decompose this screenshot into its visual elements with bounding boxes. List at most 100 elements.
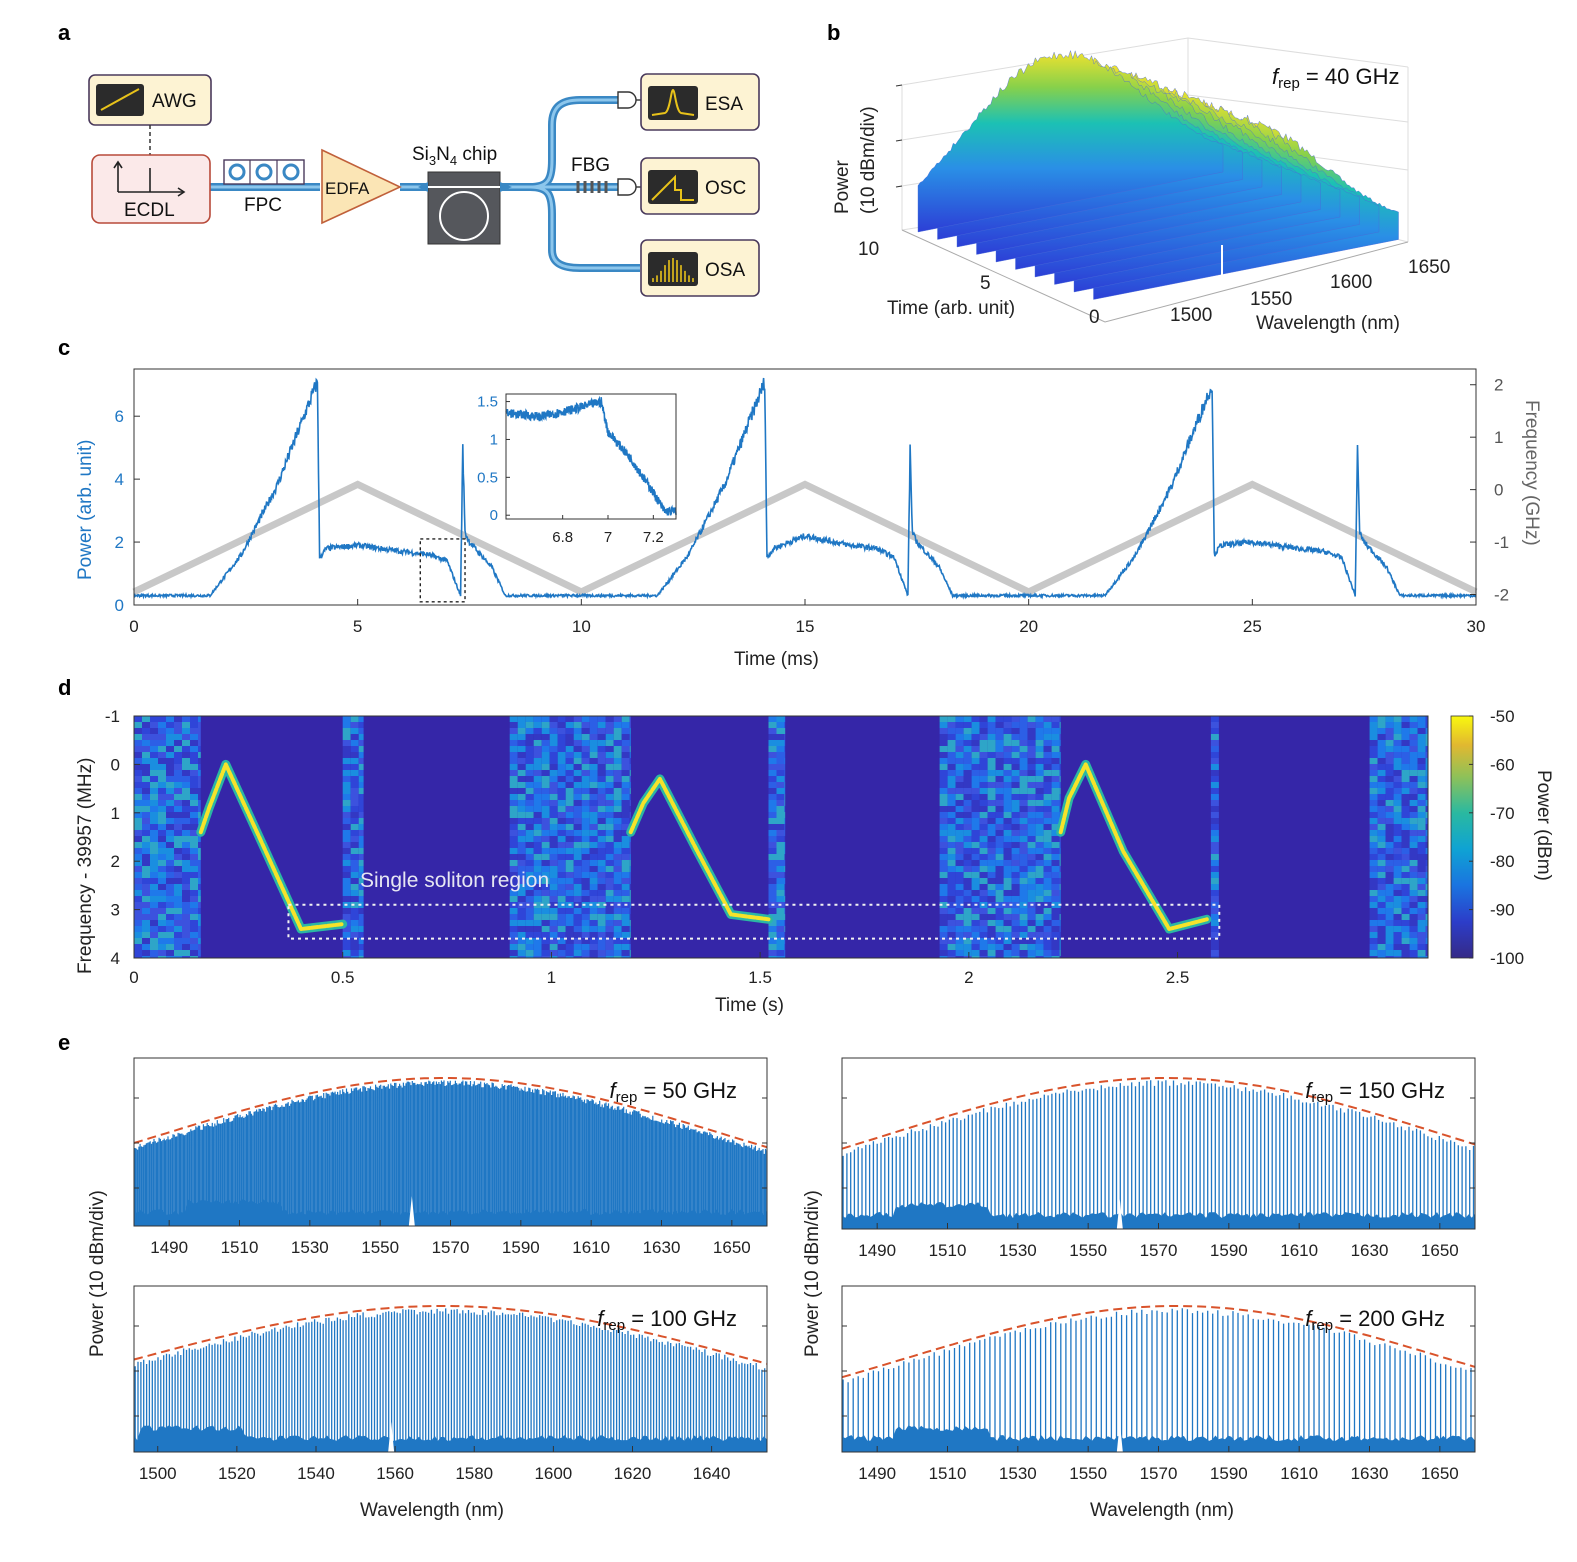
x-tick-label: 1550 bbox=[361, 1238, 399, 1257]
comb-lines bbox=[134, 1080, 768, 1218]
x-tick-label: 1590 bbox=[502, 1238, 540, 1257]
time-tick-10: 10 bbox=[858, 239, 879, 260]
x-tick-label: 1490 bbox=[858, 1464, 896, 1483]
sech2-envelope bbox=[133, 1305, 768, 1365]
beat-note-trace bbox=[628, 776, 771, 922]
comb-spectra: 1490 1510 1530 1550 1570 1590 1610 1630 1650frep… bbox=[133, 1057, 1476, 1483]
osc-label: OSC bbox=[705, 178, 746, 199]
y2-tick-label: -1 bbox=[1494, 533, 1509, 552]
y-tick-label: 4 bbox=[111, 949, 120, 968]
fbg: FBG bbox=[571, 155, 610, 193]
x-tick-label: 1550 bbox=[1069, 1241, 1107, 1260]
x-tick-label: 5 bbox=[353, 617, 362, 636]
waterfall-xlabel: Wavelength (nm) bbox=[1256, 313, 1400, 334]
panel-d-xlabel: Time (s) bbox=[715, 995, 784, 1016]
x-tick-label: 1510 bbox=[929, 1464, 967, 1483]
y-tick-label: -1 bbox=[105, 707, 120, 726]
x-tick-label: 1630 bbox=[643, 1238, 681, 1257]
frep-f: f bbox=[1305, 1306, 1314, 1331]
frep-sub: rep bbox=[616, 1089, 638, 1106]
noise-floor bbox=[134, 1425, 767, 1452]
x-tick-label: 1490 bbox=[150, 1238, 188, 1257]
esa-label: ESA bbox=[705, 94, 743, 115]
comb-lines bbox=[134, 1308, 766, 1444]
y-tick-label: 4 bbox=[115, 470, 124, 489]
x-tick-label: 1530 bbox=[291, 1238, 329, 1257]
panel-label-a: a bbox=[58, 20, 71, 45]
x-tick-label: 1590 bbox=[1210, 1241, 1248, 1260]
frep-40-label: frep = 40 GHz bbox=[1272, 64, 1399, 92]
y2-tick-label: 1 bbox=[1494, 428, 1503, 447]
inset-power-trace bbox=[505, 395, 677, 516]
single-soliton-box bbox=[287, 903, 1221, 940]
y-tick-label: 0 bbox=[115, 596, 124, 615]
y2-tick-label: -2 bbox=[1494, 586, 1509, 605]
ring-resonator-icon bbox=[228, 163, 300, 181]
osc-box: OSC bbox=[640, 157, 760, 215]
x-tick-label: 25 bbox=[1243, 617, 1262, 636]
colorbar-tick-label: -90 bbox=[1490, 901, 1515, 920]
inset-series bbox=[505, 395, 677, 516]
frep-label: frep = 50 GHz bbox=[610, 1078, 737, 1106]
time-tick-0: 0 bbox=[1089, 307, 1100, 328]
inset-ticks: 6.8 7 7.2 0 0.5 1 1.5 bbox=[477, 394, 664, 546]
colorbar-tick-label: -100 bbox=[1490, 949, 1524, 968]
wl-tick-1550: 1550 bbox=[1250, 289, 1292, 310]
frep-sub: rep bbox=[1311, 1089, 1333, 1106]
output-arrow bbox=[500, 182, 512, 192]
x-tick-label: 1500 bbox=[139, 1464, 177, 1483]
sech2-envelope bbox=[841, 1077, 1476, 1150]
x-tick-label: 2 bbox=[964, 968, 973, 987]
x-tick-label: 10 bbox=[572, 617, 591, 636]
lorentzian-icon bbox=[648, 86, 698, 120]
x-tick-label: 1590 bbox=[1210, 1464, 1248, 1483]
frep-sub: rep bbox=[603, 1317, 625, 1334]
colorbar-ticks: -50 -60 -70 -80 -90 -100 bbox=[1469, 707, 1524, 968]
inset-x-tick-label: 7 bbox=[604, 529, 612, 546]
panel-e-xlabel-left: Wavelength (nm) bbox=[360, 1500, 504, 1521]
wl-tick-1600: 1600 bbox=[1330, 272, 1372, 293]
x-tick-label: 1570 bbox=[1140, 1241, 1178, 1260]
frep-value: = 200 GHz bbox=[1333, 1306, 1445, 1331]
frequency-trace bbox=[132, 480, 1478, 596]
zoom-region-box bbox=[419, 538, 466, 603]
x-tick-label: 1490 bbox=[858, 1241, 896, 1260]
frep-value: = 50 GHz bbox=[637, 1078, 737, 1103]
inset-y-tick-label: 0 bbox=[490, 507, 498, 524]
panel-label-d: d bbox=[58, 675, 71, 700]
frep-value: = 100 GHz bbox=[625, 1306, 737, 1331]
panel-label-e: e bbox=[58, 1030, 70, 1055]
x-tick-label: 1650 bbox=[713, 1238, 751, 1257]
waterfall-zlabel-2: (10 dBm/div) bbox=[858, 106, 879, 214]
panel-c-ylabel: Power (arb. unit) bbox=[75, 440, 96, 580]
frep-label: frep = 150 GHz bbox=[1305, 1078, 1445, 1106]
x-tick-label: 1610 bbox=[1280, 1464, 1318, 1483]
inset-y-tick-label: 1 bbox=[490, 431, 498, 448]
x-tick-label: 1650 bbox=[1421, 1464, 1459, 1483]
single-soliton-label: Single soliton region bbox=[360, 869, 549, 892]
y-tick-label: 3 bbox=[111, 901, 120, 920]
noise-floor bbox=[842, 1425, 1475, 1452]
x-tick-label: 1560 bbox=[376, 1464, 414, 1483]
frep-value: = 150 GHz bbox=[1333, 1078, 1445, 1103]
ecdl-label: ECDL bbox=[124, 200, 175, 221]
photodetector-icon bbox=[617, 91, 637, 196]
x-tick-label: 1550 bbox=[1069, 1464, 1107, 1483]
sech2-envelope bbox=[133, 1077, 768, 1149]
inset-x-tick-label: 6.8 bbox=[552, 529, 573, 546]
frep-label: frep = 200 GHz bbox=[1305, 1306, 1445, 1334]
noise-floor bbox=[842, 1202, 1475, 1229]
pump-notch bbox=[388, 1422, 395, 1452]
panel-d-ylabel: Frequency - 39957 (MHz) bbox=[75, 758, 96, 974]
panel-d-plot: Single soliton region 0 0.5 1 1.5 2 2.5 -1 0 1 2 3… bbox=[75, 707, 1554, 1016]
panel-c-series bbox=[132, 377, 1478, 600]
x-tick-label: 1570 bbox=[432, 1238, 470, 1257]
x-tick-label: 1640 bbox=[693, 1464, 731, 1483]
waterfall-spectra bbox=[917, 49, 1399, 300]
panel-e-ylabel-right: Power (10 dBm/div) bbox=[802, 1190, 823, 1357]
x-tick-label: 1610 bbox=[1280, 1241, 1318, 1260]
y-tick-label: 2 bbox=[115, 533, 124, 552]
colorbar-tick-label: -70 bbox=[1490, 804, 1515, 823]
x-tick-label: 0 bbox=[129, 617, 138, 636]
